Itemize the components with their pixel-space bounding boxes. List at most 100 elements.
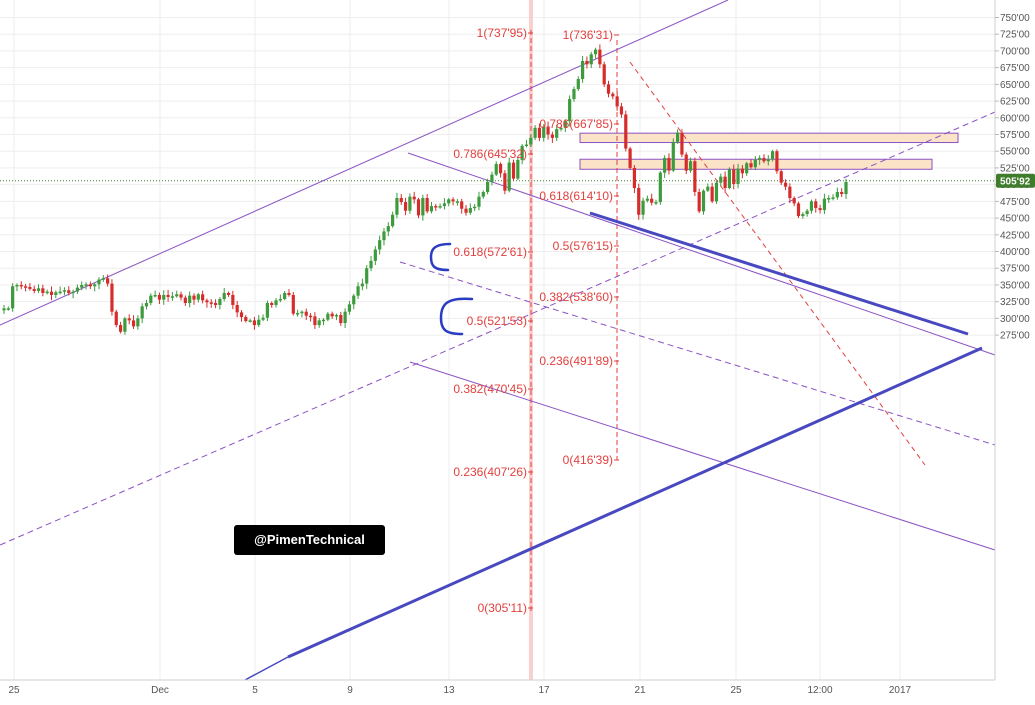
dashed-median-line bbox=[0, 111, 996, 546]
candle-body-85 bbox=[369, 260, 373, 269]
candle-body-123 bbox=[533, 127, 537, 138]
candle-body-7 bbox=[32, 288, 36, 291]
fib-label-1-1: 0.786(667'85) bbox=[539, 117, 613, 131]
candle-body-76 bbox=[330, 313, 334, 317]
candle-body-127 bbox=[550, 134, 554, 138]
candle-body-18 bbox=[80, 284, 84, 288]
candle-body-159 bbox=[688, 161, 693, 171]
candle-body-6 bbox=[28, 286, 32, 289]
candle-body-108 bbox=[468, 208, 472, 213]
candle-body-180 bbox=[779, 171, 783, 183]
candle-body-25 bbox=[110, 283, 114, 312]
candle-body-101 bbox=[438, 206, 442, 208]
candle-body-181 bbox=[783, 182, 788, 187]
candle-body-110 bbox=[477, 196, 481, 207]
candle-body-164 bbox=[710, 186, 714, 202]
candle-body-1 bbox=[6, 308, 10, 310]
price-tick-label-7: 450'00 bbox=[1000, 214, 1030, 225]
candle-body-29 bbox=[127, 318, 131, 321]
candle-body-176 bbox=[762, 157, 766, 162]
candle-body-43 bbox=[188, 295, 192, 303]
candle-body-59 bbox=[257, 319, 261, 326]
candle-body-0 bbox=[2, 308, 6, 311]
candle-body-26 bbox=[114, 311, 118, 326]
candle-body-143 bbox=[619, 106, 624, 115]
candle-body-98 bbox=[425, 198, 429, 212]
candle-body-40 bbox=[175, 294, 179, 297]
candle-body-163 bbox=[706, 186, 710, 191]
plot-background bbox=[0, 0, 995, 680]
date-tick-label-9: 2017 bbox=[889, 685, 912, 696]
candle-body-60 bbox=[261, 317, 265, 320]
candle-body-97 bbox=[421, 198, 425, 216]
candle-body-64 bbox=[278, 298, 282, 301]
candle-body-158 bbox=[684, 154, 688, 171]
candle-body-84 bbox=[365, 268, 369, 284]
candle-body-120 bbox=[520, 145, 524, 160]
candle-body-48 bbox=[209, 302, 213, 304]
candle-body-173 bbox=[749, 163, 753, 168]
candle-body-90 bbox=[391, 214, 395, 227]
candle-body-22 bbox=[97, 279, 101, 285]
fib-label-1-0: 1(736'31) bbox=[563, 28, 613, 42]
candle-body-46 bbox=[201, 294, 205, 301]
candle-body-139 bbox=[602, 64, 606, 85]
candle-body-189 bbox=[818, 208, 822, 211]
price-tick-label-10: 525'00 bbox=[1000, 163, 1030, 174]
candle-body-130 bbox=[563, 121, 567, 128]
price-tick-label-1: 300'00 bbox=[1000, 314, 1030, 325]
candles bbox=[2, 44, 848, 335]
candle-body-115 bbox=[498, 163, 503, 174]
price-tick-label-17: 700'00 bbox=[1000, 46, 1030, 57]
candle-body-137 bbox=[593, 49, 598, 55]
candle-body-185 bbox=[801, 214, 805, 217]
candle-body-49 bbox=[213, 302, 218, 305]
trend-resistance-line bbox=[589, 211, 969, 336]
candle-body-157 bbox=[680, 132, 684, 155]
date-tick-label-5: 17 bbox=[538, 685, 550, 696]
candle-body-116 bbox=[503, 173, 507, 191]
candle-body-192 bbox=[831, 197, 835, 199]
candle-body-133 bbox=[576, 79, 580, 90]
candle-body-63 bbox=[274, 300, 278, 305]
candle-body-118 bbox=[511, 162, 516, 179]
candle-body-145 bbox=[628, 148, 632, 168]
candle-body-141 bbox=[611, 93, 615, 97]
fib-label-0-6: 0(305'11) bbox=[478, 601, 527, 615]
fib-label-1-5: 0.236(491'89) bbox=[539, 354, 613, 368]
candle-body-100 bbox=[434, 206, 438, 208]
candle-body-182 bbox=[788, 186, 792, 199]
candle-body-13 bbox=[58, 291, 62, 294]
price-tick-label-15: 650'00 bbox=[1000, 80, 1030, 91]
fib-label-1-2: 0.618(614'10) bbox=[539, 189, 613, 203]
candle-body-187 bbox=[809, 201, 814, 211]
candle-body-5 bbox=[23, 286, 28, 288]
candle-body-136 bbox=[589, 54, 593, 65]
candle-body-12 bbox=[54, 292, 58, 295]
candle-body-67 bbox=[291, 294, 295, 314]
channel-lines bbox=[0, 0, 996, 681]
candle-body-45 bbox=[196, 294, 200, 300]
candle-body-51 bbox=[222, 292, 226, 299]
candle-body-146 bbox=[632, 167, 637, 188]
candle-body-105 bbox=[455, 201, 459, 203]
candle-body-114 bbox=[494, 163, 498, 175]
candle-body-160 bbox=[693, 161, 697, 193]
candle-body-68 bbox=[296, 313, 300, 315]
candle-body-53 bbox=[231, 294, 235, 305]
candle-body-193 bbox=[835, 192, 839, 198]
candle-body-125 bbox=[542, 126, 546, 138]
price-tick-label-3: 350'00 bbox=[1000, 280, 1030, 291]
candle-body-171 bbox=[740, 168, 744, 174]
candle-body-32 bbox=[140, 306, 144, 319]
candle-body-56 bbox=[244, 317, 248, 322]
candle-body-62 bbox=[270, 302, 274, 305]
candle-body-2 bbox=[11, 286, 15, 309]
candle-body-96 bbox=[416, 199, 421, 216]
candle-body-107 bbox=[464, 208, 468, 213]
fib-label-1-4: 0.382(538'60) bbox=[539, 290, 613, 304]
candle-body-15 bbox=[67, 290, 71, 293]
date-tick-label-1: Dec bbox=[151, 685, 169, 696]
fib-label-1-6: 0(416'39) bbox=[563, 453, 613, 467]
